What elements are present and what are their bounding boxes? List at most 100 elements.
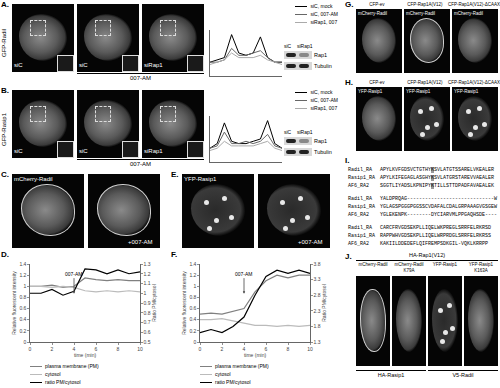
- html-text:H.: H.: [345, 78, 353, 87]
- svg-text:4: 4: [73, 346, 76, 352]
- html-text:siC: siC: [79, 148, 88, 154]
- html-text:siC: siC: [14, 62, 23, 68]
- svg-text:2.8: 2.8: [314, 292, 321, 298]
- html-text:A.: A.: [1, 0, 9, 9]
- html-text:ratio PM/cytosol: ratio PM/cytosol: [45, 379, 81, 385]
- html-text:siC: siC: [14, 148, 23, 154]
- svg-text:1.4: 1.4: [189, 261, 196, 267]
- html-text:plasma membrane (PM): plasma membrane (PM): [45, 363, 99, 369]
- html-text:siC, 007-AM: siC, 007-AM: [310, 97, 338, 103]
- svg-text:007-AM: 007-AM: [65, 271, 83, 277]
- html-text:mCherry-Radil K79A: mCherry-Radil K79A: [394, 262, 424, 273]
- svg-text:0.5: 0.5: [144, 339, 151, 345]
- svg-text:2: 2: [51, 346, 54, 352]
- html-text:siC, mock: siC, mock: [310, 3, 333, 9]
- svg-text:0.7: 0.7: [144, 319, 151, 325]
- svg-text:time (min): time (min): [244, 352, 267, 358]
- html-text:siC, 007-AM: siC, 007-AM: [310, 11, 338, 17]
- svg-text:0.8: 0.8: [19, 294, 26, 300]
- html-text:siRap1: siRap1: [297, 129, 313, 135]
- html-text:Tubulin: Tubulin: [314, 149, 332, 155]
- html-text:Rasip1_RA: Rasip1_RA: [348, 175, 375, 181]
- html-text:F.: F.: [171, 250, 178, 259]
- html-text:siC, mock: siC, mock: [310, 89, 333, 95]
- html-text:siRap1: siRap1: [144, 148, 163, 154]
- svg-text:Relative fluorescent intensity: Relative fluorescent intensity: [181, 271, 187, 335]
- svg-text:2.3: 2.3: [314, 308, 321, 314]
- svg-text:0.6: 0.6: [19, 305, 26, 311]
- html-text:G.: G.: [345, 0, 354, 9]
- svg-text:1.3: 1.3: [144, 261, 151, 267]
- svg-text:1: 1: [144, 290, 147, 296]
- svg-text:1: 1: [24, 283, 27, 289]
- svg-text:0.2: 0.2: [19, 328, 26, 334]
- svg-text:0.2: 0.2: [189, 328, 196, 334]
- svg-text:0.9: 0.9: [144, 300, 151, 306]
- svg-text:1: 1: [194, 283, 197, 289]
- svg-text:Relative fluorescent intensity: Relative fluorescent intensity: [11, 271, 17, 335]
- html-text:cytosol: cytosol: [45, 371, 61, 377]
- svg-text:8: 8: [117, 346, 120, 352]
- html-text:ratio PM/cytosol: ratio PM/cytosol: [215, 379, 251, 385]
- svg-text:007-AM: 007-AM: [235, 271, 253, 277]
- html-text:007-AM: 007-AM: [130, 161, 151, 167]
- html-text:Tubulin: Tubulin: [314, 63, 332, 69]
- svg-text:0: 0: [24, 339, 27, 345]
- html-text:YFP-Rasip1 K163A: YFP-Rasip1 K163A: [468, 262, 494, 273]
- svg-text:6: 6: [95, 346, 98, 352]
- html-text:+007-AM: +007-AM: [128, 239, 153, 245]
- html-text:007-AM: 007-AM: [130, 75, 151, 81]
- html-text:siC: siC: [284, 43, 292, 49]
- svg-text:1.1: 1.1: [144, 280, 151, 286]
- svg-text:4: 4: [243, 346, 246, 352]
- html-text:cytosol: cytosol: [215, 371, 231, 377]
- html-text:Rap1: Rap1: [314, 138, 328, 144]
- html-text:+007-AM: +007-AM: [298, 239, 323, 245]
- svg-text:1.2: 1.2: [189, 272, 196, 278]
- html-text:siRap1: siRap1: [144, 62, 163, 68]
- svg-text:1.4: 1.4: [19, 261, 26, 267]
- html-text:B.: B.: [1, 86, 9, 95]
- svg-text:0.4: 0.4: [189, 316, 196, 322]
- svg-text:0: 0: [194, 339, 197, 345]
- svg-text:0.8: 0.8: [189, 294, 196, 300]
- svg-text:0.6: 0.6: [189, 305, 196, 311]
- html-text:siRap1, 007: siRap1, 007: [310, 19, 338, 25]
- html-text:plasma membrane (PM): plasma membrane (PM): [215, 363, 269, 369]
- svg-text:Ratio PM/cytosol: Ratio PM/cytosol: [321, 284, 327, 322]
- svg-text:3.8: 3.8: [314, 261, 321, 267]
- svg-text:0.6: 0.6: [144, 329, 151, 335]
- html-text:GFP-Radil: GFP-Radil: [1, 29, 7, 57]
- html-text:E.: E.: [171, 170, 179, 179]
- html-text:APYLKVFGDSVCTGTHY K SVLATGTSSA: APYLKVFGDSVCTGTHY K SVLATGTSSARELVKEALER: [380, 167, 494, 173]
- svg-text:1.3: 1.3: [314, 339, 321, 345]
- html-text:Radil_RA: Radil_RA: [348, 167, 372, 173]
- html-text:Rap1: Rap1: [314, 52, 328, 58]
- svg-text:1.2: 1.2: [144, 271, 151, 277]
- html-text:siRap1: siRap1: [297, 43, 313, 49]
- svg-text:8: 8: [287, 346, 290, 352]
- svg-text:time (min): time (min): [74, 352, 97, 358]
- html-text:C.: C.: [1, 170, 9, 179]
- svg-text:1.8: 1.8: [314, 323, 321, 329]
- html-text:siC: siC: [79, 62, 88, 68]
- html-text:D.: D.: [1, 250, 9, 259]
- svg-text:6: 6: [265, 346, 268, 352]
- html-text:GFP-Rasip1: GFP-Rasip1: [1, 112, 7, 146]
- svg-text:Ratio PM/cytosol: Ratio PM/cytosol: [151, 284, 157, 322]
- html-text:siRap1, 007: siRap1, 007: [310, 105, 338, 111]
- html-text:YFP-Rasip1: YFP-Rasip1: [184, 176, 217, 182]
- svg-text:0.4: 0.4: [19, 316, 26, 322]
- svg-text:0: 0: [199, 346, 202, 352]
- svg-text:2: 2: [221, 346, 224, 352]
- svg-text:1.2: 1.2: [19, 272, 26, 278]
- html-text:siC: siC: [284, 129, 292, 135]
- svg-text:0: 0: [29, 346, 32, 352]
- svg-text:0.8: 0.8: [144, 310, 151, 316]
- html-text:APYLKIFEGAGLASGHY K SVLATGRSTA: APYLKIFEGAGLASGHY K SVLATGRSTAREVVAEALER: [380, 175, 494, 181]
- svg-text:10: 10: [307, 346, 313, 352]
- html-text:mCherry-Radil: mCherry-Radil: [14, 176, 53, 182]
- svg-text:3.3: 3.3: [314, 276, 321, 282]
- html-text:J.: J.: [345, 252, 352, 261]
- svg-text:10: 10: [137, 346, 143, 352]
